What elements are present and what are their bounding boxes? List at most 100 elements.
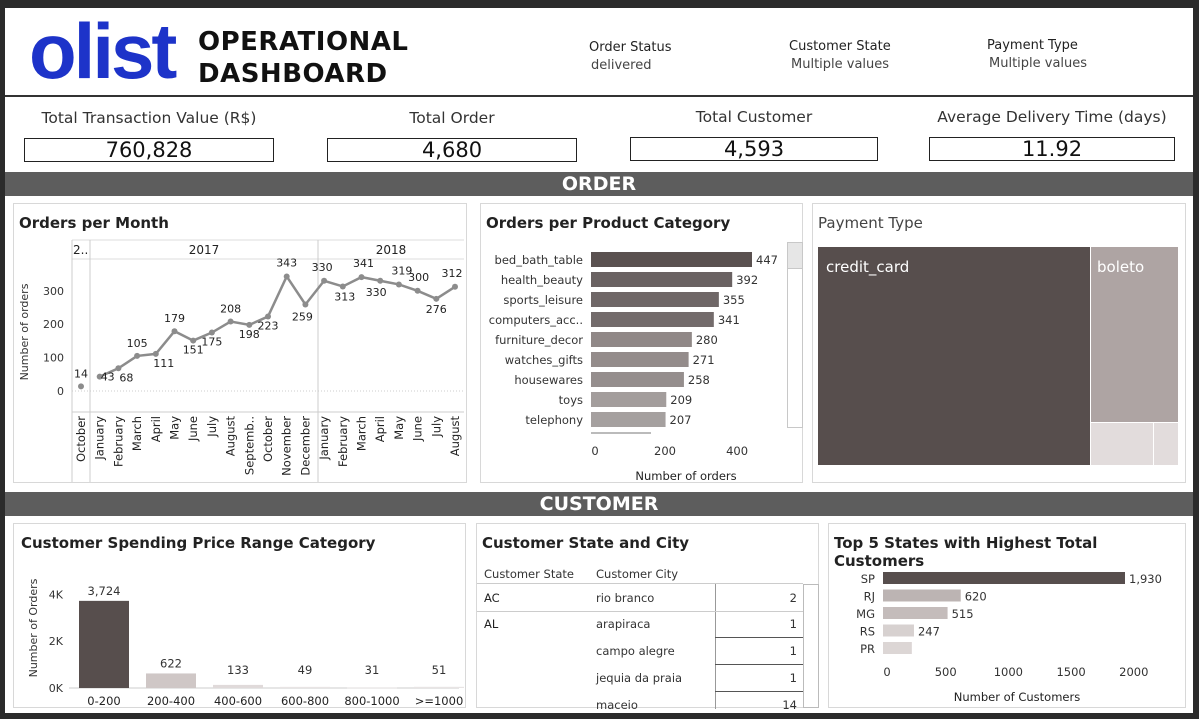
category-bar	[591, 312, 714, 327]
data-point	[134, 352, 141, 359]
spending-value: 622	[160, 656, 182, 670]
data-label: 223	[258, 320, 279, 333]
state-bar	[883, 572, 1125, 584]
year-label: 2..	[73, 243, 88, 257]
x-tick-label: 200	[654, 444, 676, 458]
filter-value: Multiple values	[791, 57, 890, 72]
table-row[interactable]: AL arapiraca 1	[477, 614, 803, 640]
data-label: 300	[408, 271, 429, 284]
spending-category: 800-1000	[344, 694, 399, 708]
month-tick-label: May	[168, 416, 182, 440]
month-tick-label: February	[336, 416, 350, 467]
panel-title: Orders per Month	[19, 214, 169, 232]
kpi-total-customer: Total Customer 4,593	[630, 108, 878, 161]
category-label: toys	[559, 393, 583, 407]
table-row[interactable]: maceio 14	[477, 695, 803, 713]
month-tick-label: December	[298, 416, 312, 476]
filter-value: delivered	[591, 58, 652, 73]
category-bar	[591, 392, 667, 407]
month-tick-label: August	[448, 416, 462, 457]
month-tick-label: February	[111, 416, 125, 467]
y-tick-label: 0	[57, 385, 64, 398]
state-label: RS	[860, 625, 875, 639]
data-point	[115, 365, 122, 372]
category-bar	[591, 372, 684, 387]
table-row[interactable]: AC rio branco 2	[477, 588, 803, 614]
spending-category: 600-800	[281, 694, 329, 708]
state-label: MG	[856, 607, 875, 621]
data-label: 175	[201, 336, 222, 349]
x-tick-label: 1000	[994, 665, 1023, 679]
month-tick-label: April	[373, 416, 387, 442]
table-row[interactable]: campo alegre 1	[477, 641, 803, 667]
state-label: PR	[860, 642, 875, 656]
category-value: 258	[688, 373, 710, 387]
orders-per-month-chart: 2.. 2017 2018 0 100 200 300 Number of orders Oct…	[18, 239, 464, 482]
state-bar	[883, 607, 948, 619]
state-label: SP	[861, 572, 875, 586]
orders-per-month-panel: Orders per Month 2.. 2017 2018 0 100 200 300 Nu…	[13, 203, 467, 483]
data-label: 312	[442, 267, 463, 280]
category-label: health_beauty	[501, 273, 583, 287]
cell-count: 1	[789, 671, 797, 685]
state-city-panel: Customer State and City Customer State C…	[476, 523, 819, 712]
state-value: 620	[965, 590, 987, 604]
spending-bar	[280, 686, 330, 688]
data-label: 276	[426, 303, 447, 316]
data-point	[395, 281, 402, 288]
month-tick-label: October	[74, 416, 88, 462]
state-bar	[883, 642, 912, 654]
category-bar	[591, 332, 692, 347]
data-label: 151	[183, 344, 204, 357]
spending-bar	[213, 684, 263, 688]
data-point	[283, 273, 290, 280]
section-customer: CUSTOMER	[5, 492, 1193, 516]
filter-payment-type[interactable]: Payment Type Multiple values	[987, 38, 1087, 71]
category-label: sports_leisure	[503, 293, 583, 307]
treemap-boleto[interactable]: boleto	[1091, 247, 1178, 422]
treemap-other-2[interactable]	[1154, 423, 1178, 465]
category-value: 341	[718, 313, 740, 327]
data-point	[190, 337, 197, 344]
treemap-other-1[interactable]	[1091, 423, 1153, 465]
x-tick-label: 0	[883, 665, 890, 679]
data-label: 343	[276, 256, 297, 269]
panel-title: Orders per Product Category	[486, 214, 731, 232]
data-label: 319	[391, 264, 412, 277]
top-states-panel: Top 5 States with Highest Total Customer…	[828, 523, 1186, 708]
scrollbar-thumb[interactable]	[788, 243, 802, 269]
kpi-value: 4,680	[327, 138, 577, 162]
data-point	[414, 287, 421, 294]
top-states-chart: SP 1,930 RJ 620 MG 515 RS 247 PR 0 500 1000 1500 2000…	[856, 572, 1162, 704]
product-category-chart: bed_bath_table 447 health_beauty 392 sports_…	[489, 252, 778, 483]
data-label: 68	[119, 371, 133, 384]
y-tick-label: 2K	[49, 635, 64, 648]
data-point	[433, 295, 440, 302]
category-bar	[591, 292, 719, 307]
filter-customer-state[interactable]: Customer State Multiple values	[789, 39, 891, 72]
data-label: 14	[74, 367, 88, 380]
month-tick-label: November	[280, 416, 294, 476]
cell-city: jequia da praia	[596, 671, 683, 685]
kpi-label: Total Transaction Value (R$)	[41, 109, 257, 127]
state-bar	[883, 624, 914, 637]
y-tick-label: 200	[43, 318, 64, 331]
kpi-label: Average Delivery Time (days)	[937, 108, 1167, 126]
treemap-credit-card[interactable]: credit_card	[818, 247, 1090, 465]
data-point	[302, 301, 309, 308]
spending-panel: Customer Spending Price Range Category 0…	[13, 523, 466, 708]
data-point	[227, 318, 234, 325]
filter-label: Payment Type	[987, 38, 1078, 53]
cell-count: 2	[789, 591, 797, 605]
data-label: 259	[292, 310, 313, 323]
month-tick-label: June	[411, 416, 425, 442]
category-scrollbar[interactable]	[787, 242, 803, 428]
data-label: 198	[239, 328, 260, 341]
filter-order-status[interactable]: Order Status delivered	[589, 40, 672, 73]
month-tick-label: October	[261, 416, 275, 462]
table-scrollbar[interactable]	[803, 584, 819, 708]
y-tick-label: 100	[43, 352, 64, 365]
dashboard: olist OPERATIONAL DASHBOARD Order Status…	[5, 8, 1193, 713]
table-col-divider	[715, 584, 716, 709]
table-row[interactable]: jequia da praia 1	[477, 668, 803, 694]
